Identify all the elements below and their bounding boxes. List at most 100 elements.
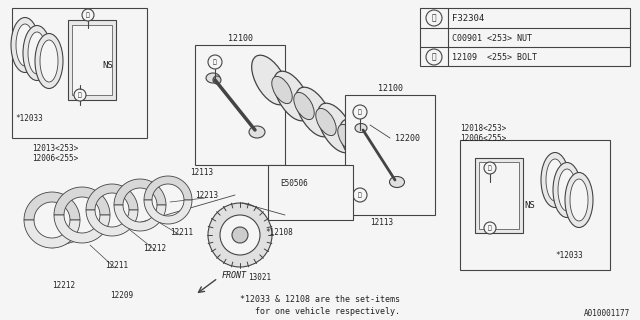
Bar	[420, 8, 630, 66]
Circle shape	[82, 9, 94, 21]
Text: ①: ①	[432, 13, 436, 22]
Ellipse shape	[383, 151, 420, 201]
Polygon shape	[86, 184, 138, 210]
Polygon shape	[144, 200, 192, 224]
Text: 12109  <255> BOLT: 12109 <255> BOLT	[452, 52, 537, 61]
Polygon shape	[114, 205, 166, 231]
Text: 12113: 12113	[190, 167, 213, 177]
Text: 12100: 12100	[378, 84, 403, 92]
Text: *12033 & 12108 are the set-items: *12033 & 12108 are the set-items	[240, 295, 400, 305]
Ellipse shape	[23, 26, 51, 81]
Polygon shape	[54, 215, 110, 243]
Ellipse shape	[40, 40, 58, 82]
Ellipse shape	[360, 140, 380, 168]
Ellipse shape	[252, 55, 289, 105]
Polygon shape	[54, 187, 110, 215]
Text: NS: NS	[525, 201, 536, 210]
Ellipse shape	[316, 108, 336, 136]
Text: *12108: *12108	[265, 228, 292, 236]
Ellipse shape	[390, 177, 404, 188]
Circle shape	[213, 76, 221, 84]
Text: ①: ①	[488, 225, 492, 231]
Bar	[460, 140, 610, 270]
Circle shape	[353, 105, 367, 119]
Ellipse shape	[35, 34, 63, 89]
Circle shape	[208, 55, 222, 69]
Ellipse shape	[382, 156, 402, 184]
Ellipse shape	[541, 153, 569, 207]
Text: ②: ②	[213, 59, 217, 65]
Bar	[72, 25, 112, 95]
Text: *12033: *12033	[15, 114, 43, 123]
Text: *12033: *12033	[555, 251, 583, 260]
Ellipse shape	[274, 71, 310, 121]
Circle shape	[484, 222, 496, 234]
Text: ①: ①	[358, 109, 362, 115]
Text: E50506: E50506	[280, 179, 308, 188]
Text: F32304: F32304	[452, 13, 484, 22]
Circle shape	[484, 162, 496, 174]
Polygon shape	[144, 176, 192, 200]
Ellipse shape	[317, 103, 355, 153]
Bar	[268, 165, 353, 220]
Text: 12113: 12113	[370, 218, 393, 227]
Ellipse shape	[11, 18, 39, 73]
Ellipse shape	[16, 24, 34, 66]
Text: 12200: 12200	[395, 133, 420, 142]
Text: 12211: 12211	[105, 260, 128, 269]
Bar	[12, 8, 147, 138]
Ellipse shape	[28, 32, 46, 74]
Text: 12211: 12211	[170, 228, 193, 236]
Bar	[479, 162, 519, 229]
Polygon shape	[24, 192, 80, 220]
Text: 12213: 12213	[195, 190, 218, 199]
Ellipse shape	[338, 124, 358, 152]
Ellipse shape	[249, 126, 265, 138]
Ellipse shape	[553, 163, 581, 218]
Text: FRONT: FRONT	[222, 270, 247, 279]
Text: C00901 <253> NUT: C00901 <253> NUT	[452, 34, 532, 43]
Bar	[195, 45, 285, 165]
Text: 12006<255>: 12006<255>	[32, 154, 78, 163]
Ellipse shape	[296, 87, 332, 137]
Text: ①: ①	[78, 92, 82, 98]
Text: 12006<255>: 12006<255>	[460, 133, 506, 142]
Ellipse shape	[546, 159, 564, 201]
Text: 12212: 12212	[143, 244, 166, 252]
Polygon shape	[114, 179, 166, 205]
Text: ①: ①	[86, 12, 90, 18]
Polygon shape	[86, 210, 138, 236]
Circle shape	[208, 203, 272, 267]
Circle shape	[426, 49, 442, 65]
Text: for one vehicle respectively.: for one vehicle respectively.	[240, 308, 400, 316]
Ellipse shape	[206, 73, 220, 83]
Ellipse shape	[565, 172, 593, 228]
Bar	[68, 20, 116, 100]
Ellipse shape	[272, 76, 292, 104]
Text: ①: ①	[488, 165, 492, 171]
Text: 13021: 13021	[248, 273, 271, 282]
Ellipse shape	[558, 169, 576, 211]
Text: 12212: 12212	[52, 281, 75, 290]
Circle shape	[426, 10, 442, 26]
Bar	[475, 158, 523, 233]
Ellipse shape	[362, 135, 398, 185]
Circle shape	[74, 89, 86, 101]
Text: ②: ②	[432, 52, 436, 61]
Text: 12018<253>: 12018<253>	[460, 124, 506, 132]
Text: 12013<253>: 12013<253>	[32, 143, 78, 153]
Text: NS: NS	[102, 60, 113, 69]
Polygon shape	[24, 220, 80, 248]
Circle shape	[220, 215, 260, 255]
Circle shape	[353, 188, 367, 202]
Text: ②: ②	[358, 192, 362, 198]
Ellipse shape	[294, 92, 314, 120]
Bar	[345, 95, 435, 215]
Ellipse shape	[570, 179, 588, 221]
Ellipse shape	[340, 119, 376, 169]
Text: 12209: 12209	[110, 291, 133, 300]
Text: A010001177: A010001177	[584, 309, 630, 318]
Text: 12100: 12100	[227, 34, 253, 43]
Circle shape	[232, 227, 248, 243]
Ellipse shape	[355, 124, 367, 132]
